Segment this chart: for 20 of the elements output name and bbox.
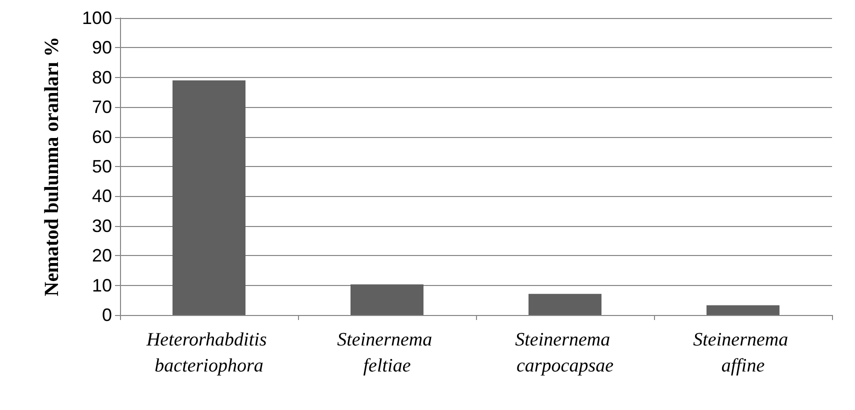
y-tick-label: 40 (92, 186, 112, 206)
y-tick-label: 50 (92, 156, 112, 176)
y-tick-label: 90 (92, 38, 112, 58)
y-tick-label: 20 (92, 246, 112, 266)
y-tick-label: 60 (92, 126, 112, 147)
bar (350, 284, 424, 315)
bar (706, 305, 780, 315)
bar (528, 294, 602, 315)
y-tick-label: 100 (82, 8, 112, 28)
x-tick-label: Steinernema affine (693, 330, 793, 376)
x-tick-label: Heterorhabditis bacteriophora (145, 330, 272, 376)
y-tick-label: 10 (92, 275, 112, 296)
y-tick-label: 0 (102, 305, 112, 325)
x-tick-label: Steinernema carpocapsae (515, 330, 615, 376)
y-tick-label: 70 (92, 97, 112, 118)
x-tick-label: Steinernema feltiae (337, 330, 437, 376)
bar (172, 80, 246, 315)
y-tick-label: 80 (92, 67, 112, 88)
y-axis-title: Nematod bulunma oranları % (41, 36, 63, 296)
y-tick-label: 30 (92, 216, 112, 236)
